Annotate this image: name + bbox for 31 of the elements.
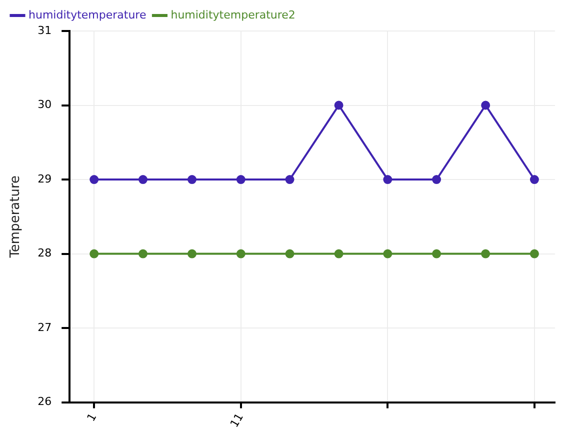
point: [432, 249, 442, 258]
x-tick-label: 11: [228, 411, 246, 430]
point: [432, 175, 442, 184]
y-tick-label: 30: [38, 98, 52, 112]
point: [285, 175, 294, 184]
y-tick-label: 29: [38, 172, 52, 186]
point: [334, 249, 344, 258]
point: [285, 249, 294, 258]
point: [138, 249, 148, 258]
point: [138, 175, 148, 184]
point: [481, 100, 490, 110]
point: [236, 175, 246, 184]
legend-label: humiditytemperature: [28, 8, 146, 22]
point: [90, 249, 99, 258]
y-axis-title: Temperature: [8, 175, 24, 259]
point: [530, 249, 539, 258]
legend-label: humiditytemperature2: [170, 8, 296, 22]
point: [236, 249, 246, 258]
point: [188, 249, 197, 258]
y-tick-label: 27: [38, 320, 52, 334]
point: [481, 249, 490, 258]
point: [334, 100, 344, 110]
point: [188, 175, 197, 184]
y-tick-label: 28: [38, 246, 52, 260]
point: [383, 249, 392, 258]
point: [530, 175, 539, 184]
y-tick-label: 26: [38, 395, 52, 408]
point: [383, 175, 392, 184]
y-tick-label: 31: [38, 24, 52, 37]
point: [90, 175, 99, 184]
x-tick-label: 1: [84, 411, 100, 424]
